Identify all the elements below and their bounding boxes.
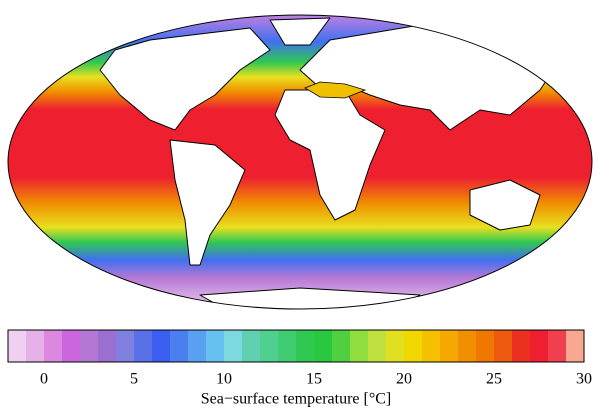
colorbar-band [116,330,135,362]
colorbar-band [170,330,189,362]
australia [469,179,541,231]
colorbar-band [422,330,441,362]
colorbar-band [332,330,351,362]
colorbar-band [134,330,153,362]
colorbar-band [386,330,405,362]
colorbar-band [314,330,333,362]
north-america [99,27,271,131]
colorbar-band [8,330,27,362]
colorbar-band [260,330,279,362]
tick-label: 20 [396,371,412,388]
colorbar-band [368,330,387,362]
colorbar-label: Sea−surface temperature [°C] [201,391,391,408]
colorbar-band [476,330,495,362]
tick-label: 25 [486,371,502,388]
colorbar-band [494,330,513,362]
colorbar-band [62,330,81,362]
colorbar-band [278,330,297,362]
colorbar: 0 5 10 15 20 25 30 [7,329,592,388]
tick-label: 15 [306,371,322,388]
colorbar-frame [7,329,585,363]
colorbar-band [98,330,117,362]
colorbar-band [458,330,477,362]
africa [274,89,386,221]
colorbar-band [530,330,549,362]
colorbar-band [80,330,99,362]
colorbar-band [44,330,63,362]
greenland [269,17,331,46]
mediterranean [304,81,367,99]
colorbar-band [188,330,207,362]
colorbar-band [350,330,369,362]
colorbar-band [152,330,171,362]
colorbar-band [548,330,567,362]
colorbar-band [224,330,243,362]
tick-label: 30 [576,371,592,388]
colorbar-band [440,330,459,362]
colorbar-band [512,330,531,362]
tick-label: 10 [216,371,232,388]
globe-outline [7,14,593,310]
colorbar-band [26,330,45,362]
south-america [169,139,246,266]
colorbar-band [404,330,423,362]
colorbar-band [242,330,261,362]
tick-label: 5 [130,371,138,388]
tick-label: 0 [40,371,48,388]
colorbar-band [296,330,315,362]
colorbar-band [206,330,225,362]
colorbar-band [566,330,585,362]
